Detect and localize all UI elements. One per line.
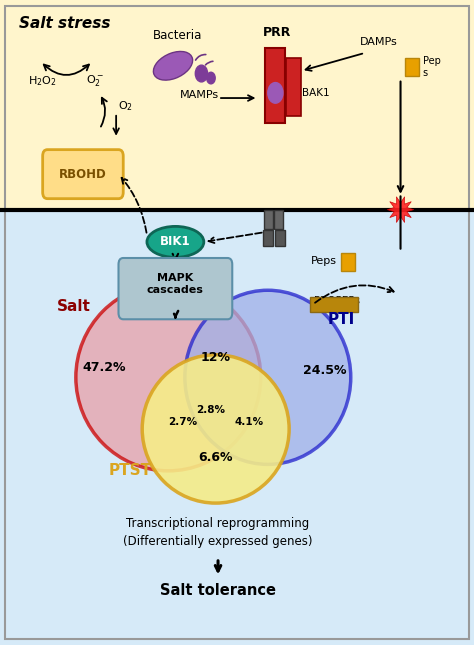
Ellipse shape [147, 226, 204, 257]
Circle shape [195, 65, 208, 82]
FancyBboxPatch shape [265, 48, 285, 123]
Text: PROPEPs: PROPEPs [313, 296, 360, 306]
Text: 4.1%: 4.1% [234, 417, 264, 428]
Text: Pep
s: Pep s [423, 56, 441, 78]
FancyBboxPatch shape [405, 58, 419, 76]
Text: 24.5%: 24.5% [303, 364, 346, 377]
FancyBboxPatch shape [43, 150, 123, 199]
Ellipse shape [154, 52, 192, 80]
Circle shape [207, 72, 215, 84]
Text: 2.7%: 2.7% [168, 417, 197, 428]
Text: PTI: PTI [328, 312, 355, 327]
FancyBboxPatch shape [310, 297, 358, 312]
Text: 6.6%: 6.6% [199, 451, 233, 464]
FancyBboxPatch shape [274, 210, 283, 229]
Ellipse shape [185, 290, 351, 464]
Text: Transcriptional reprogramming
(Differentially expressed genes): Transcriptional reprogramming (Different… [123, 517, 313, 548]
Text: BIK1: BIK1 [160, 235, 191, 248]
Text: Salt: Salt [56, 299, 91, 314]
Text: PRR: PRR [263, 26, 292, 39]
Text: MAPK
cascades: MAPK cascades [147, 273, 204, 295]
Text: 2.8%: 2.8% [196, 404, 226, 415]
Text: PTST: PTST [109, 463, 152, 479]
Text: H$_2$O$_2$: H$_2$O$_2$ [28, 74, 57, 88]
Circle shape [268, 83, 283, 103]
FancyBboxPatch shape [263, 230, 273, 246]
Polygon shape [387, 197, 414, 223]
Text: Peps: Peps [310, 256, 337, 266]
Text: 47.2%: 47.2% [82, 361, 126, 374]
FancyBboxPatch shape [275, 230, 285, 246]
Text: O$_2^-$: O$_2^-$ [86, 73, 104, 88]
Text: Salt stress: Salt stress [19, 16, 110, 31]
FancyBboxPatch shape [341, 253, 355, 271]
Ellipse shape [142, 355, 289, 503]
Text: 12%: 12% [201, 352, 231, 364]
FancyBboxPatch shape [0, 0, 474, 210]
FancyBboxPatch shape [0, 210, 474, 645]
Text: BAK1: BAK1 [302, 88, 329, 98]
Ellipse shape [76, 284, 261, 471]
Text: Salt tolerance: Salt tolerance [160, 582, 276, 598]
Text: RBOHD: RBOHD [59, 168, 107, 181]
FancyBboxPatch shape [286, 58, 301, 116]
FancyBboxPatch shape [264, 210, 273, 229]
Text: MAMPs: MAMPs [180, 90, 219, 100]
FancyBboxPatch shape [118, 258, 232, 319]
Text: Bacteria: Bacteria [153, 29, 202, 42]
Text: DAMPs: DAMPs [360, 37, 398, 47]
Text: O$_2$: O$_2$ [118, 99, 133, 114]
